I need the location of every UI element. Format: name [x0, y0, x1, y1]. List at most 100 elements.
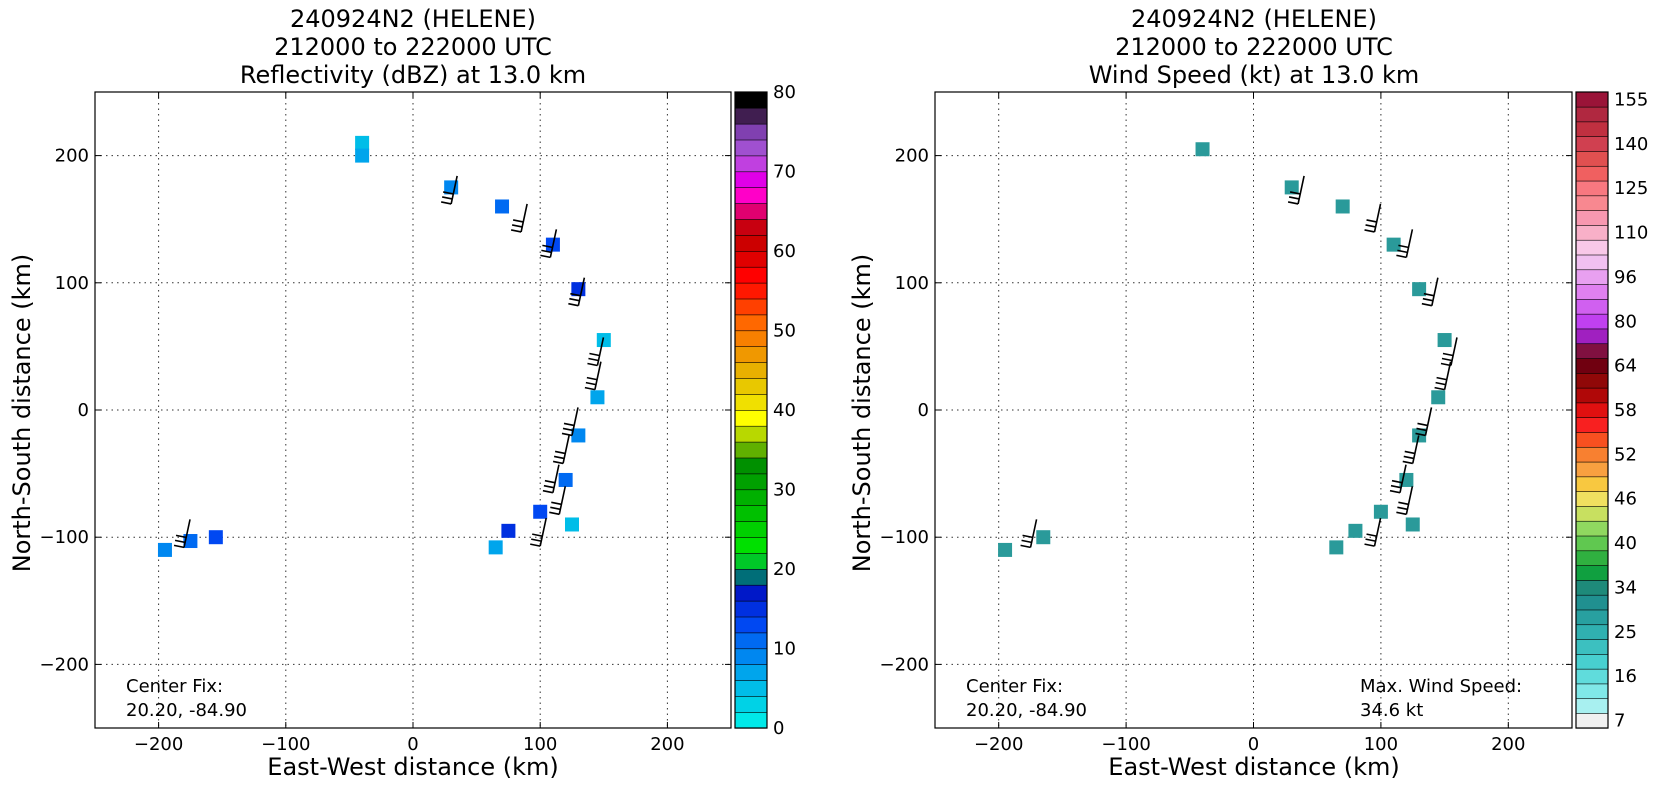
reflectivity-colorbar-swatch	[734, 600, 768, 618]
wind-colorbar-swatch	[1575, 195, 1609, 211]
wind-colorbar-swatch	[1575, 150, 1609, 167]
wind-speed-panel: 240924N2 (HELENE) 212000 to 222000 UTC W…	[848, 5, 1648, 781]
wind-colorbar-swatch	[1575, 343, 1609, 359]
reflectivity-colorbar-swatch	[734, 425, 768, 443]
wind-wind-barb	[1389, 464, 1407, 494]
wind-colorbar-tick-label: 46	[1614, 489, 1637, 510]
wind-colorbar-swatch	[1575, 165, 1609, 182]
wind-colorbar-swatch	[1575, 638, 1609, 655]
reflectivity-echo-cell	[355, 148, 370, 163]
wind-echo-cell	[1284, 180, 1299, 195]
reflectivity-echo-cell	[208, 530, 223, 545]
reflectivity-y-tick-label: −100	[40, 527, 89, 548]
reflectivity-colorbar-swatch	[734, 107, 768, 125]
wind-colorbar-tick-label: 16	[1614, 666, 1637, 687]
wind-colorbar-tick-label: 96	[1614, 267, 1637, 288]
wind-y-axis-label: North-South distance (km)	[848, 254, 876, 573]
reflectivity-wind-barb	[584, 361, 602, 391]
reflectivity-colorbar-swatch	[734, 266, 768, 284]
reflectivity-colorbar-tick-label: 60	[773, 241, 796, 262]
reflectivity-echo-cell	[565, 517, 579, 532]
wind-colorbar-swatch	[1575, 210, 1609, 226]
reflectivity-colorbar-swatch	[734, 346, 768, 363]
reflectivity-y-tick-label: 0	[78, 400, 89, 421]
reflectivity-wind-barb	[540, 229, 558, 259]
wind-colorbar-swatch	[1575, 180, 1609, 197]
wind-center-fix-value: 20.20, -84.90	[966, 700, 1087, 721]
reflectivity-echo-cell	[488, 540, 503, 555]
wind-wind-barb	[1396, 229, 1414, 259]
reflectivity-plot-area	[95, 92, 731, 728]
wind-echo-cell	[1405, 517, 1420, 532]
wind-colorbar-swatch	[1575, 254, 1609, 271]
wind-echo-cell	[1412, 282, 1427, 297]
reflectivity-wind-barb	[173, 519, 191, 549]
wind-colorbar-swatch	[1575, 224, 1609, 241]
wind-x-tick-label: 100	[1364, 734, 1398, 755]
wind-colorbar-swatch	[1575, 461, 1609, 478]
reflectivity-y-tick-label: −200	[40, 654, 89, 675]
wind-colorbar-tick-label: 110	[1614, 223, 1648, 244]
reflectivity-echo-cell	[558, 472, 573, 487]
wind-colorbar-swatch	[1575, 417, 1609, 433]
reflectivity-wind-barb	[441, 175, 458, 205]
reflectivity-x-tick-label: 0	[407, 734, 418, 755]
wind-colorbar-tick-label: 52	[1614, 444, 1637, 465]
wind-wind-barb	[1434, 361, 1452, 391]
wind-colorbar-tick-label: 25	[1614, 622, 1637, 643]
reflectivity-x-tick-label: −200	[134, 734, 183, 755]
wind-echo-cell	[1412, 428, 1427, 443]
reflectivity-echo-cell	[571, 428, 586, 443]
reflectivity-y-tick-label: 100	[55, 273, 89, 294]
wind-colorbar-tick-label: 155	[1614, 89, 1648, 110]
wind-echo-cell	[1329, 540, 1344, 555]
reflectivity-wind-barb	[530, 517, 547, 547]
reflectivity-colorbar-swatch	[734, 91, 768, 109]
reflectivity-colorbar-tick-label: 10	[773, 639, 796, 660]
wind-colorbar-swatch	[1575, 609, 1609, 626]
reflectivity-colorbar-swatch	[734, 520, 768, 538]
reflectivity-colorbar-swatch	[734, 664, 768, 681]
wind-colorbar-tick-label: 80	[1614, 311, 1637, 332]
wind-colorbar-swatch	[1575, 136, 1609, 152]
wind-colorbar-swatch	[1575, 372, 1609, 389]
reflectivity-title-line-3: Reflectivity (dBZ) at 13.0 km	[240, 61, 586, 89]
wind-colorbar-swatch	[1575, 550, 1609, 566]
wind-x-axis-label: East-West distance (km)	[1108, 753, 1399, 781]
wind-colorbar-swatch	[1575, 476, 1609, 492]
wind-x-tick-label: −200	[974, 734, 1023, 755]
wind-echo-cell	[998, 542, 1013, 557]
reflectivity-panel: 240924N2 (HELENE) 212000 to 222000 UTC R…	[8, 5, 796, 781]
wind-colorbar-swatch	[1575, 653, 1609, 670]
reflectivity-echo-cell	[533, 504, 548, 519]
reflectivity-colorbar-tick-label: 0	[773, 718, 784, 739]
wind-colorbar-swatch	[1575, 239, 1609, 256]
wind-colorbar-tick-label: 7	[1614, 711, 1625, 732]
wind-title-line-2: 212000 to 222000 UTC	[1115, 33, 1393, 61]
reflectivity-colorbar-swatch	[734, 489, 768, 507]
reflectivity-colorbar-swatch	[734, 330, 768, 348]
wind-colorbar-tick-label: 40	[1614, 533, 1637, 554]
reflectivity-colorbar-swatch	[734, 314, 768, 332]
reflectivity-echo-cell	[501, 523, 516, 538]
reflectivity-colorbar-tick-label: 50	[773, 321, 796, 342]
wind-y-tick-label: −100	[880, 527, 929, 548]
reflectivity-colorbar-swatch	[734, 584, 768, 602]
wind-wind-barb	[1402, 435, 1420, 465]
reflectivity-echo-cell	[590, 390, 605, 405]
wind-colorbar-swatch	[1575, 446, 1609, 463]
wind-echo-cell	[1348, 523, 1363, 538]
reflectivity-center-fix-value: 20.20, -84.90	[126, 700, 247, 721]
reflectivity-colorbar-swatch	[734, 187, 768, 204]
wind-colorbar-tick-label: 34	[1614, 577, 1637, 598]
wind-title-line-3: Wind Speed (kt) at 13.0 km	[1089, 61, 1420, 89]
reflectivity-colorbar-swatch	[734, 711, 768, 729]
wind-y-tick-label: 100	[895, 273, 929, 294]
reflectivity-colorbar-tick-label: 20	[773, 559, 796, 580]
wind-max-speed-value: 34.6 kt	[1360, 700, 1423, 721]
reflectivity-x-tick-label: 200	[650, 734, 684, 755]
wind-echo-cell	[1431, 390, 1446, 405]
reflectivity-colorbar-swatch	[734, 568, 768, 586]
wind-colorbar-tick-label: 64	[1614, 356, 1637, 377]
